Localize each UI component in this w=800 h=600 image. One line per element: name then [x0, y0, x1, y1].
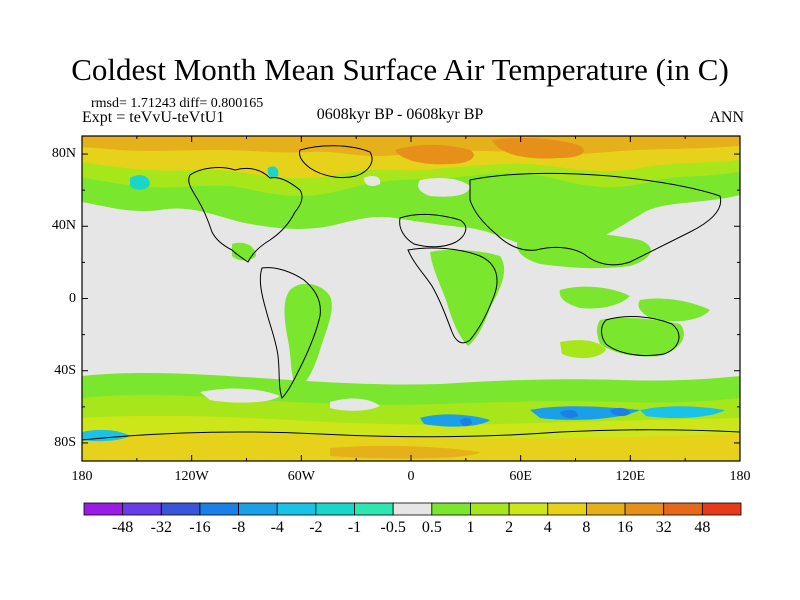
coast-eurasia [469, 172, 722, 266]
lon-label: 120W [174, 469, 209, 484]
lat-label: 80N [51, 146, 76, 162]
lat-label: 0 [69, 290, 76, 306]
field-cool-pacific-sector [640, 406, 725, 418]
field-greenland-warm [395, 144, 474, 165]
colorbar-swatch [238, 502, 278, 516]
colorbar-label: -48 [111, 519, 134, 536]
field-asia-south [516, 232, 651, 269]
field-atlantic-neutral [364, 176, 381, 186]
field-africa [430, 249, 505, 346]
field-scandinavia-neutral [418, 178, 470, 197]
coast-antarctica [82, 429, 740, 441]
colorbar-label: 16 [617, 519, 634, 536]
colorbar-label: -2 [309, 519, 323, 536]
field-indian-ocean [560, 340, 606, 359]
axis-ticks [81, 136, 741, 461]
season-label: ANN [709, 109, 744, 126]
lon-label: 120E [615, 469, 646, 484]
colorbar-swatch [586, 502, 626, 516]
colorbar-label: 32 [655, 519, 672, 536]
coast-australia [601, 316, 680, 357]
colorbar-swatch [83, 502, 124, 516]
colorbar-swatch [315, 502, 355, 516]
lon-label: 180 [71, 469, 93, 484]
colorbar-swatch [122, 502, 162, 516]
colorbar-label: -1 [347, 519, 362, 536]
lat-label: 40S [54, 362, 76, 378]
lat-label: 40N [51, 218, 76, 234]
lon-label: 60W [287, 469, 315, 484]
colorbar [83, 502, 742, 516]
colorbar-swatch [547, 502, 587, 516]
field-siberia-warm [492, 138, 584, 159]
lon-label: 60E [509, 469, 532, 484]
temperature-field [82, 136, 740, 461]
field-antarctica-orange [330, 445, 480, 459]
coast-north-america [188, 167, 303, 263]
colorbar-label: 4 [543, 519, 552, 536]
colorbar-label: -4 [270, 519, 284, 536]
colorbar-label: 1 [466, 519, 475, 536]
colorbar-swatch [663, 502, 703, 516]
colorbar-swatch [199, 502, 239, 516]
lon-label: 0 [407, 469, 415, 484]
field-australia [597, 317, 684, 357]
field-sh-neutral-1 [200, 388, 280, 403]
lon-label: 180 [729, 469, 751, 484]
coast-europe [399, 213, 467, 248]
colorbar-swatch [160, 502, 201, 516]
colorbar-label: -16 [189, 519, 211, 536]
coastlines [82, 145, 740, 441]
field-papua [638, 298, 710, 322]
period-label: 0608kyr BP - 0608kyr BP [316, 106, 484, 123]
colorbar-swatch [701, 502, 742, 516]
lat-label: 80S [54, 434, 76, 450]
colorbar-label: 48 [694, 519, 711, 536]
field-cool-atlantic-sector [420, 414, 490, 427]
field-cool-core [560, 409, 578, 419]
field-maritime [559, 286, 630, 309]
colorbar-swatch [624, 502, 665, 516]
field-alaska-cool [130, 175, 150, 190]
colorbar-swatch [276, 502, 317, 516]
colorbar-swatch [431, 502, 471, 516]
field-canada-cool [267, 166, 279, 178]
coast-south-america [259, 267, 321, 399]
colorbar-label: -32 [150, 519, 172, 536]
colorbar-label: 0.5 [421, 519, 442, 536]
coast-africa [407, 247, 498, 344]
map-title: Coldest Month Mean Surface Air Temperatu… [71, 52, 729, 87]
colorbar-swatch [508, 502, 549, 516]
field-cool-core-3 [460, 417, 472, 427]
colorbar-label: 8 [582, 519, 591, 536]
colorbar-label: -8 [231, 519, 246, 536]
colorbar-swatch [392, 502, 433, 516]
experiment-label: Expt = teVvU-teVtU1 [82, 109, 225, 126]
stats-text: rmsd= 1.71243 diff= 0.800165 [91, 96, 264, 111]
colorbar-swatch [470, 502, 510, 516]
colorbar-label: 2 [505, 519, 514, 536]
colorbar-swatch [354, 502, 394, 516]
field-central-america [232, 242, 256, 261]
field-sh-neutral-2 [330, 398, 380, 411]
coast-greenland [299, 145, 373, 179]
colorbar-label: -0.5 [380, 519, 406, 536]
field-cool-core-2 [610, 407, 630, 417]
